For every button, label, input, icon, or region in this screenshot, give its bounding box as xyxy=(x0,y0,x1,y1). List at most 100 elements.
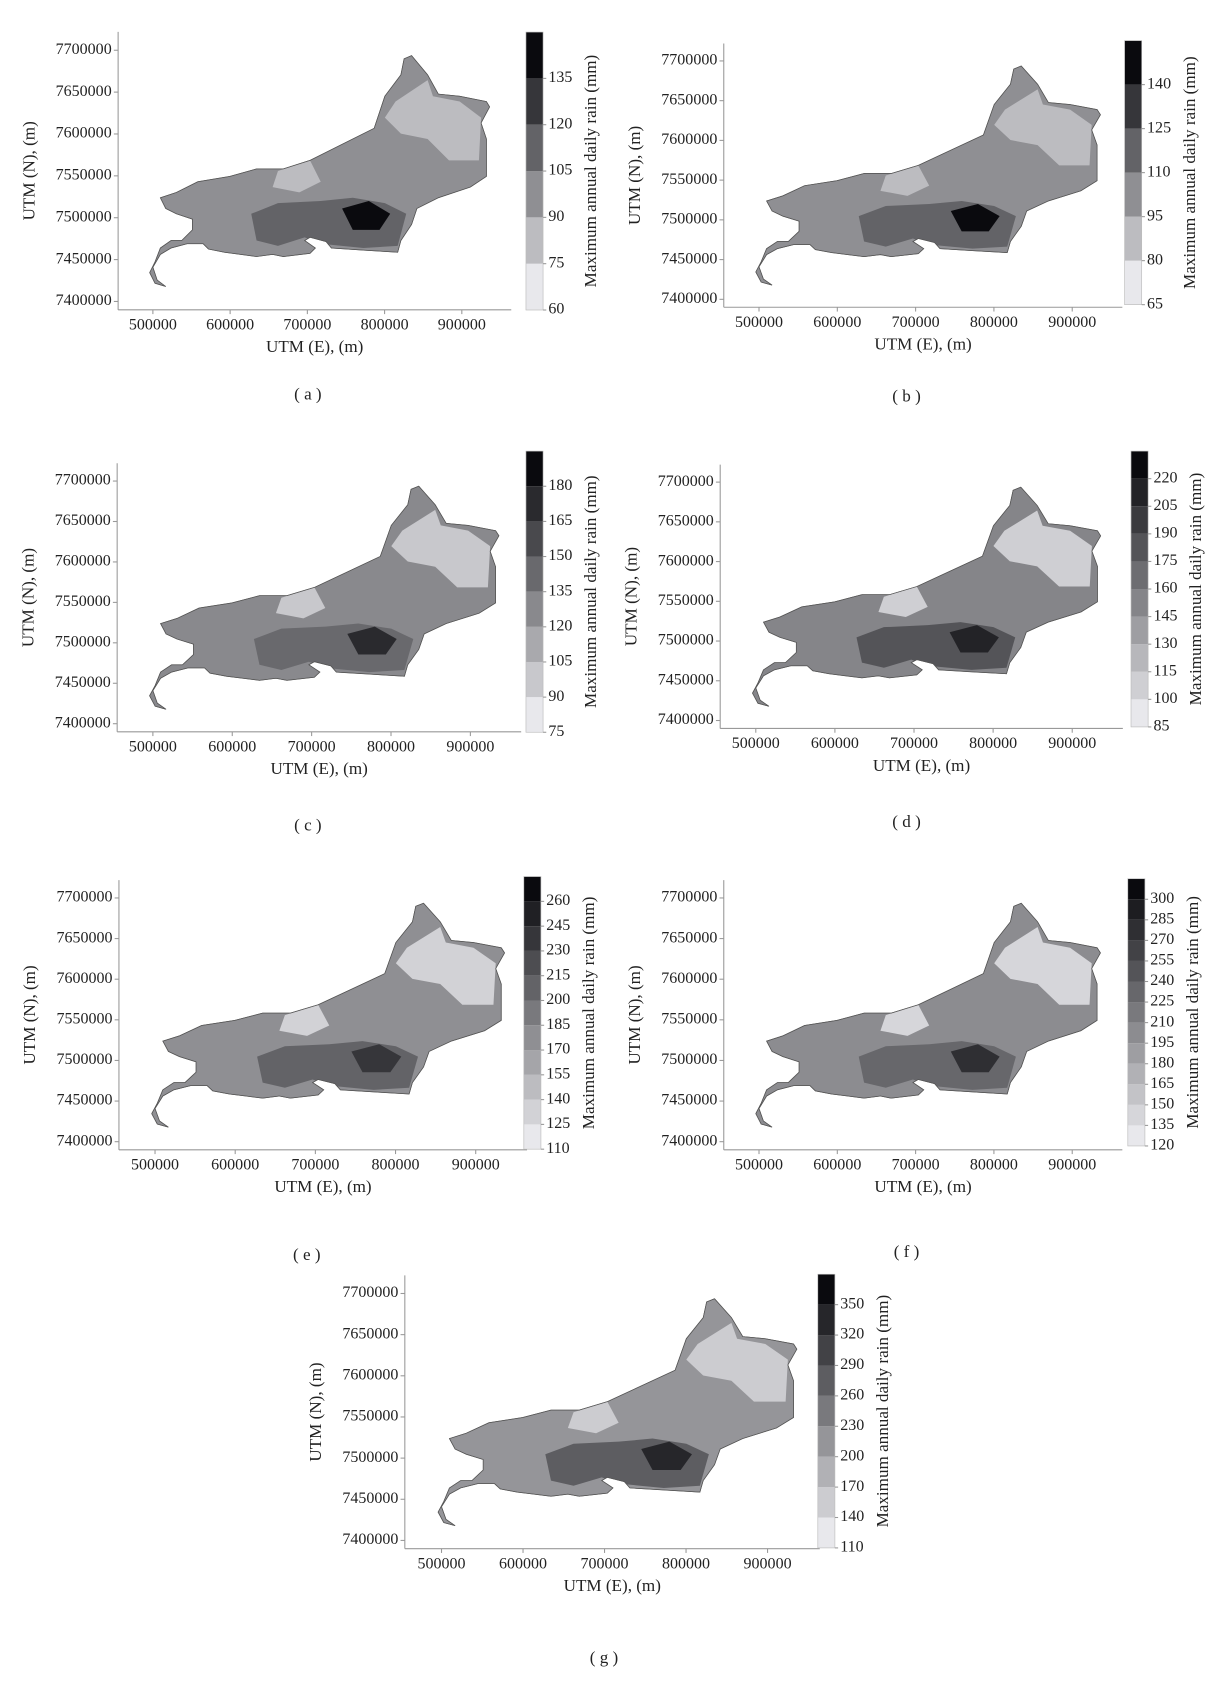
panel-label: ( g ) xyxy=(590,1648,618,1667)
colorbar-tick-label: 225 xyxy=(1150,993,1174,1010)
y-tick-label: 7400000 xyxy=(661,290,717,307)
x-tick-label: 700000 xyxy=(892,314,940,331)
y-tick-label: 7650000 xyxy=(661,91,717,108)
zone-darker xyxy=(641,1441,692,1470)
colorbar-tick-label: 215 xyxy=(546,966,570,983)
colorbar-band xyxy=(525,661,544,698)
colorbar-band xyxy=(817,1426,835,1457)
colorbar-band xyxy=(525,521,544,557)
x-axis-label: UTM (E), (m) xyxy=(564,1576,661,1595)
y-tick-label: 7500000 xyxy=(56,208,112,225)
map-panel: 7400000 7450000 7500000 7550000 7600000 76500… xyxy=(625,878,1202,1261)
panel-label: ( f ) xyxy=(894,1242,920,1261)
colorbar-label: Maximum annual daily rain (mm) xyxy=(1183,896,1202,1129)
x-tick-label: 800000 xyxy=(361,317,409,334)
x-tick-label: 900000 xyxy=(1048,735,1096,752)
colorbar-tick-label: 285 xyxy=(1150,911,1174,928)
colorbar-tick-label: 110 xyxy=(1147,163,1170,180)
colorbar-band xyxy=(1131,616,1149,645)
colorbar-band xyxy=(525,626,544,662)
colorbar-band xyxy=(1127,960,1145,982)
y-tick-label: 7500000 xyxy=(55,633,111,650)
colorbar-tick-label: 150 xyxy=(1150,1096,1174,1113)
colorbar-tick-label: 195 xyxy=(1150,1034,1174,1051)
colorbar-band xyxy=(1127,1125,1145,1146)
zone-darker xyxy=(351,1044,402,1073)
y-axis-label: UTM (N), (m) xyxy=(625,126,644,225)
colorbar-band xyxy=(1131,589,1149,617)
colorbar-tick-label: 85 xyxy=(1153,718,1169,735)
x-tick-label: 600000 xyxy=(208,739,256,756)
y-tick-label: 7450000 xyxy=(56,250,112,267)
y-axis-label: UTM (N), (m) xyxy=(19,121,38,220)
colorbar-tick-label: 165 xyxy=(548,512,572,529)
colorbar-tick-label: 255 xyxy=(1150,952,1174,969)
colorbar-band xyxy=(1124,40,1142,85)
colorbar-tick-label: 200 xyxy=(546,991,570,1008)
x-axis-label: UTM (E), (m) xyxy=(874,1177,971,1196)
colorbar-band xyxy=(1127,940,1145,961)
colorbar-band xyxy=(523,950,541,976)
colorbar-band xyxy=(1131,644,1149,672)
y-tick-label: 7400000 xyxy=(56,292,112,309)
zone-light xyxy=(993,510,1092,587)
colorbar-label: Maximum annual daily rain (mm) xyxy=(581,475,600,708)
zone-darker xyxy=(347,626,397,655)
colorbar-tick-label: 90 xyxy=(548,688,564,705)
colorbar-tick-label: 220 xyxy=(1153,469,1177,486)
y-tick-label: 7500000 xyxy=(658,632,714,649)
colorbar-tick-label: 170 xyxy=(546,1041,570,1058)
y-tick-label: 7700000 xyxy=(661,889,717,906)
x-tick-label: 900000 xyxy=(1048,314,1096,331)
y-tick-label: 7550000 xyxy=(56,167,112,184)
colorbar-band xyxy=(817,1517,835,1548)
x-tick-label: 500000 xyxy=(735,1157,783,1174)
colorbar-label: Maximum annual daily rain (mm) xyxy=(1180,56,1199,289)
panel-label: ( b ) xyxy=(892,387,920,406)
colorbar-tick-label: 100 xyxy=(1153,690,1177,707)
x-tick-label: 600000 xyxy=(811,735,859,752)
colorbar-tick-label: 150 xyxy=(548,547,572,564)
y-tick-label: 7600000 xyxy=(56,970,112,987)
y-tick-label: 7450000 xyxy=(55,674,111,691)
y-tick-label: 7450000 xyxy=(661,250,717,267)
colorbar-band xyxy=(1131,671,1149,700)
x-tick-label: 700000 xyxy=(890,735,938,752)
y-tick-label: 7600000 xyxy=(661,970,717,987)
x-tick-label: 800000 xyxy=(662,1555,710,1572)
colorbar-band xyxy=(1131,699,1149,727)
zone-light xyxy=(279,1004,330,1036)
y-tick-label: 7600000 xyxy=(661,131,717,148)
colorbar-band xyxy=(1127,878,1145,900)
y-tick-label: 7700000 xyxy=(56,41,112,58)
x-tick-label: 900000 xyxy=(446,739,494,756)
y-axis-label: UTM (N), (m) xyxy=(621,547,640,646)
x-tick-label: 700000 xyxy=(288,739,336,756)
region-border xyxy=(149,55,491,287)
zone-darker xyxy=(342,200,391,230)
region xyxy=(437,1298,798,1526)
colorbar-band xyxy=(1127,1084,1145,1105)
y-tick-label: 7400000 xyxy=(342,1531,398,1548)
colorbar-band xyxy=(1131,451,1149,479)
x-tick-label: 800000 xyxy=(372,1157,420,1174)
y-tick-label: 7400000 xyxy=(55,714,111,731)
shading xyxy=(759,89,1092,286)
panel-label: ( e ) xyxy=(293,1245,321,1264)
colorbar-band xyxy=(1127,1043,1145,1064)
map-panel: 7400000 7450000 7500000 7550000 7600000 76500… xyxy=(306,1273,892,1667)
colorbar-tick-label: 75 xyxy=(548,254,564,271)
y-tick-label: 7450000 xyxy=(661,1092,717,1109)
x-tick-label: 500000 xyxy=(732,735,780,752)
colorbar-tick-label: 65 xyxy=(1147,295,1163,312)
x-tick-label: 500000 xyxy=(735,314,783,331)
colorbar-tick-label: 180 xyxy=(548,477,572,494)
colorbar-tick-label: 75 xyxy=(548,723,564,740)
colorbar-tick-label: 260 xyxy=(546,892,570,909)
colorbar-band xyxy=(523,901,541,927)
colorbar-tick-label: 130 xyxy=(1153,635,1177,652)
y-tick-label: 7450000 xyxy=(342,1490,398,1507)
x-tick-label: 700000 xyxy=(581,1555,629,1572)
colorbar-band xyxy=(1124,128,1142,173)
y-tick-label: 7700000 xyxy=(56,889,112,906)
